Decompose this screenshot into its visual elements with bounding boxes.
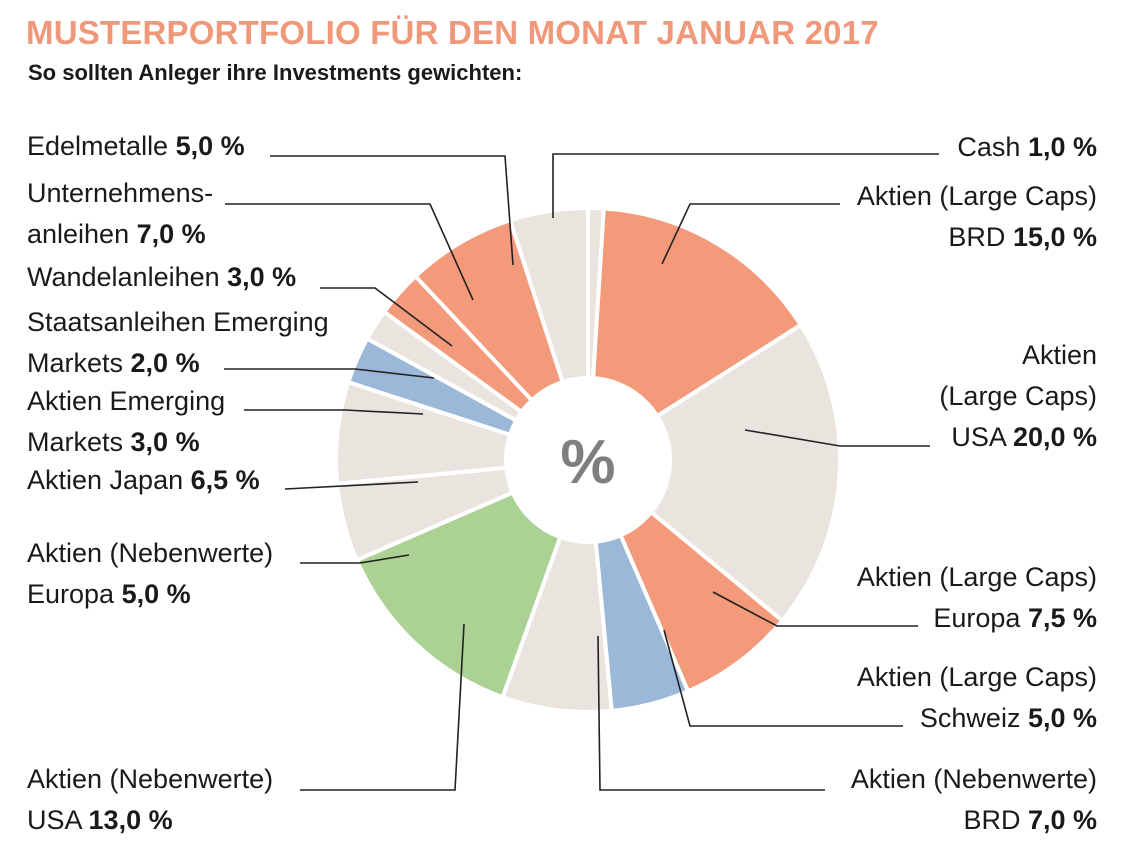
slice-label-text: BRD xyxy=(948,222,1013,252)
leader-line xyxy=(744,429,930,447)
leader-line xyxy=(320,287,453,347)
slice-label-value: 7,5 % xyxy=(1027,603,1097,633)
slice-label-value: 7,0 % xyxy=(1027,805,1097,835)
slice-label-text: Markets xyxy=(27,427,131,457)
slice-label-text: Unternehmens- xyxy=(27,178,214,208)
slice-label-text: Cash xyxy=(957,132,1028,162)
leader-line xyxy=(224,368,435,379)
slice-label-text: Aktien (Nebenwerte) xyxy=(850,764,1097,794)
donut-slice xyxy=(591,206,803,419)
slice-label-text: Aktien (Large Caps) xyxy=(856,662,1097,692)
donut-slice xyxy=(508,206,590,385)
leader-line xyxy=(300,623,465,791)
slice-label-value: 3,0 % xyxy=(130,427,200,457)
slice-label-value: 15,0 % xyxy=(1012,222,1097,252)
slice-label-text: Markets xyxy=(27,348,131,378)
leader-line xyxy=(712,591,918,627)
leader-line xyxy=(244,409,424,415)
slice-label-text: Aktien (Nebenwerte) xyxy=(27,764,274,794)
slice-label-value: 2,0 % xyxy=(130,348,200,378)
slice-label-value: 5,0 % xyxy=(1027,703,1097,733)
slice-label-text: Aktien Emerging xyxy=(27,386,226,416)
slice-label-text: (Large Caps) xyxy=(939,381,1097,411)
slice-label-text: Schweiz xyxy=(919,703,1028,733)
slice-label-text: Staatsanleihen Emerging xyxy=(27,307,329,337)
leader-lines-group xyxy=(224,153,939,791)
slice-label-value: 7,0 % xyxy=(136,219,206,249)
slice-label: Aktien (Large Caps) USA 20,0 % xyxy=(939,335,1097,458)
leader-line xyxy=(225,203,474,301)
donut-slice xyxy=(354,490,563,700)
slice-label-value: 20,0 % xyxy=(1012,422,1097,452)
slice-label-text: Europa xyxy=(27,579,122,609)
leader-line xyxy=(284,481,419,490)
leader-line xyxy=(300,554,410,564)
leader-line xyxy=(663,629,903,727)
slice-label: Aktien Japan 6,5 % xyxy=(27,460,260,501)
slice-label-text: Aktien (Large Caps) xyxy=(856,562,1097,592)
slice-label: Staatsanleihen Emerging Markets 2,0 % xyxy=(27,302,329,384)
slice-label-text: anleihen xyxy=(27,219,137,249)
leader-line xyxy=(270,155,514,266)
slice-label: Aktien (Nebenwerte) Europa 5,0 % xyxy=(27,533,273,615)
slice-label-value: 13,0 % xyxy=(88,805,173,835)
slice-label: Aktien (Nebenwerte) USA 13,0 % xyxy=(27,759,273,841)
slice-label-text: Aktien Japan xyxy=(27,465,191,495)
leader-line xyxy=(661,203,840,265)
slice-label-value: 5,0 % xyxy=(121,579,191,609)
leader-line xyxy=(597,635,825,791)
slice-label-text: Edelmetalle xyxy=(27,131,176,161)
slice-label: Aktien (Large Caps) Europa 7,5 % xyxy=(857,557,1097,639)
slice-label-text: Aktien (Large Caps) xyxy=(856,181,1097,211)
slices-group xyxy=(334,206,842,714)
slice-label: Cash 1,0 % xyxy=(957,127,1097,168)
slice-label-value: 3,0 % xyxy=(227,262,297,292)
slice-label-value: 1,0 % xyxy=(1027,132,1097,162)
slice-label-text: BRD xyxy=(963,805,1028,835)
slice-label: Unternehmens-anleihen 7,0 % xyxy=(27,173,213,255)
slice-label-value: 5,0 % xyxy=(175,131,245,161)
slice-label: Aktien Emerging Markets 3,0 % xyxy=(27,381,225,463)
slice-label-text: USA xyxy=(27,805,89,835)
slice-label-text: USA xyxy=(951,422,1013,452)
slice-label-text: Aktien xyxy=(1021,340,1097,370)
slice-label-text: Aktien (Nebenwerte) xyxy=(27,538,274,568)
slice-label: Aktien (Nebenwerte) BRD 7,0 % xyxy=(851,759,1097,841)
chart-subtitle: So sollten Anleger ihre Investments gewi… xyxy=(28,60,523,85)
slice-label: Edelmetalle 5,0 % xyxy=(27,126,245,167)
slice-label: Aktien (Large Caps) Schweiz 5,0 % xyxy=(857,657,1097,739)
chart-title: MUSTERPORTFOLIO FÜR DEN MONAT JANUAR 201… xyxy=(26,14,879,51)
slice-label-text: Europa xyxy=(933,603,1028,633)
slice-label: Aktien (Large Caps) BRD 15,0 % xyxy=(857,176,1097,258)
slice-label-value: 6,5 % xyxy=(190,465,260,495)
donut-slice xyxy=(649,322,842,623)
slice-label-text: Wandelanleihen xyxy=(27,262,228,292)
slice-label: Wandelanleihen 3,0 % xyxy=(27,257,296,298)
leader-line xyxy=(552,153,939,218)
center-percent-symbol: % xyxy=(560,428,615,497)
